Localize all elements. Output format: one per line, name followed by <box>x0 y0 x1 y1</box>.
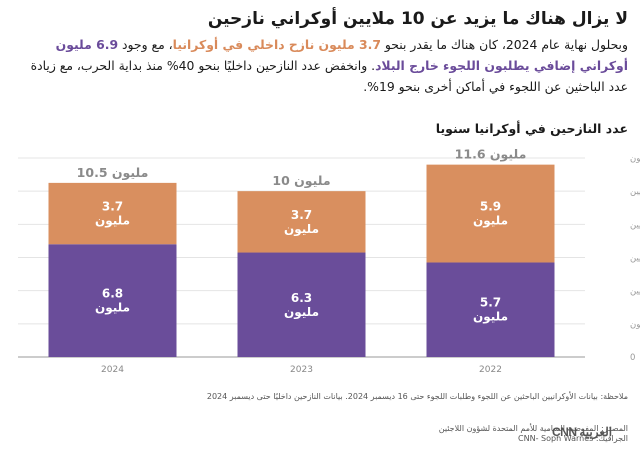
bar-value-label: 6.8 <box>102 287 123 301</box>
bar-total-label: 11.6 مليون <box>455 147 527 162</box>
y-tick-label: 12 مليون <box>630 154 640 164</box>
bar-value-label: مليون <box>284 305 319 320</box>
x-tick-label: 2023 <box>290 365 313 375</box>
subtitle-part-3: . وانخفض عدد النازحين داخليًا بنحو 40% م… <box>30 58 628 94</box>
bar-value-label: مليون <box>284 222 319 237</box>
x-tick-label: 2022 <box>479 365 502 375</box>
bar-value-label: مليون <box>95 301 130 316</box>
bar-value-label: 3.7 <box>291 208 312 222</box>
y-tick-label: 2 مليون <box>630 320 640 330</box>
y-tick-label: 8 ملايين <box>630 220 640 230</box>
x-tick-label: 2024 <box>101 365 124 375</box>
bar-segment-internal <box>237 191 366 253</box>
stacked-bar-chart: 0 2 مليون 4 ملايين 6 ملايين 8 ملايين 10 ملايي… <box>18 147 640 375</box>
bar-segment-abroad <box>426 262 555 357</box>
bar-total-label: 10.5 مليون <box>77 165 149 180</box>
bar-value-label: مليون <box>473 310 508 325</box>
source-line: المصدر: المفوضية السامية للأمم المتحدة ل… <box>438 424 628 433</box>
subtitle-part-2: ، مع وجود <box>118 37 173 52</box>
chart-title: عدد النازحين في أوكرانيا سنويا <box>435 121 628 136</box>
cnn-logo: CNN العربية <box>552 425 613 439</box>
bar-value-label: 3.7 <box>102 200 123 214</box>
subtitle-part-1: وبحلول نهاية عام 2024، كان هناك ما يقدر … <box>380 37 628 52</box>
subtitle-highlight-abroad: 6.9 مليون أوكراني إضافي يطلبون اللجوء خا… <box>55 37 628 73</box>
chart-note: ملاحظة: بيانات الأوكرانيين الباحثين عن ا… <box>206 392 628 401</box>
cnn-logo-text: CNN العربية <box>552 425 613 439</box>
bar-value-label: مليون <box>473 214 508 229</box>
bar-total-label: 10 مليون <box>272 173 330 188</box>
y-tick-label: 10 ملايين <box>630 187 640 197</box>
bar-segment-internal <box>48 182 177 245</box>
bar-segment-abroad <box>237 252 366 357</box>
y-tick-label: 6 ملايين <box>630 254 640 264</box>
subtitle-highlight-internal: 3.7 مليون نازح داخلي في أوكرانيا <box>172 37 381 52</box>
bar-value-label: 5.7 <box>480 296 501 310</box>
graphic-credit: الجرافيك: CNN- Soph Warnes <box>518 434 628 443</box>
bar-value-label: 5.9 <box>480 200 501 214</box>
bar-value-label: مليون <box>95 214 130 229</box>
bar-segment-internal <box>426 164 555 263</box>
bar-segment-abroad <box>48 244 177 357</box>
y-tick-label: 0 <box>630 353 635 363</box>
bar-value-label: 6.3 <box>291 291 312 305</box>
headline: لا يزال هناك ما يزيد عن 10 ملايين أوكران… <box>207 9 628 29</box>
subtitle: وبحلول نهاية عام 2024، كان هناك ما يقدر … <box>8 34 628 97</box>
y-tick-label: 4 ملايين <box>630 287 640 297</box>
source-block: المصدر: المفوضية السامية للأمم المتحدة ل… <box>108 424 628 444</box>
